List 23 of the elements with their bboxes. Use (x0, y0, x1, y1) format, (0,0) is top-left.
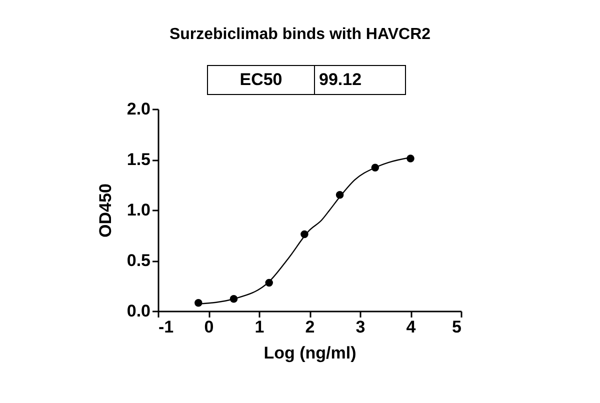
y-tick-label: 2.0 (126, 100, 150, 118)
x-tick-label: 5 (452, 318, 462, 336)
point (336, 190, 344, 199)
x-tick-label: 4 (406, 318, 416, 336)
y-tick-label: 1.5 (126, 150, 150, 169)
x-tick-label: 1 (254, 318, 264, 336)
y-tick-label: 0.0 (126, 302, 150, 320)
x-axis-title: Log (ng/ml) (264, 344, 356, 362)
x-tick-label: -1 (158, 318, 174, 336)
x-tick-label: 3 (356, 318, 366, 336)
y-tick-label: 0.5 (126, 251, 150, 270)
point (230, 295, 238, 303)
x-tick-label: 0 (204, 318, 214, 336)
point (300, 230, 308, 238)
point (371, 164, 380, 172)
point (194, 299, 202, 307)
y-tick-label: 1.0 (126, 200, 150, 220)
value-table: EC50 99.12 (207, 65, 406, 95)
x-tick-label: 2 (305, 318, 315, 336)
y-axis-title: OD450 (96, 184, 115, 238)
point (265, 278, 273, 287)
point (406, 154, 414, 162)
chart-title: Surzebiclimab binds with HAVCR2 (168, 26, 432, 44)
